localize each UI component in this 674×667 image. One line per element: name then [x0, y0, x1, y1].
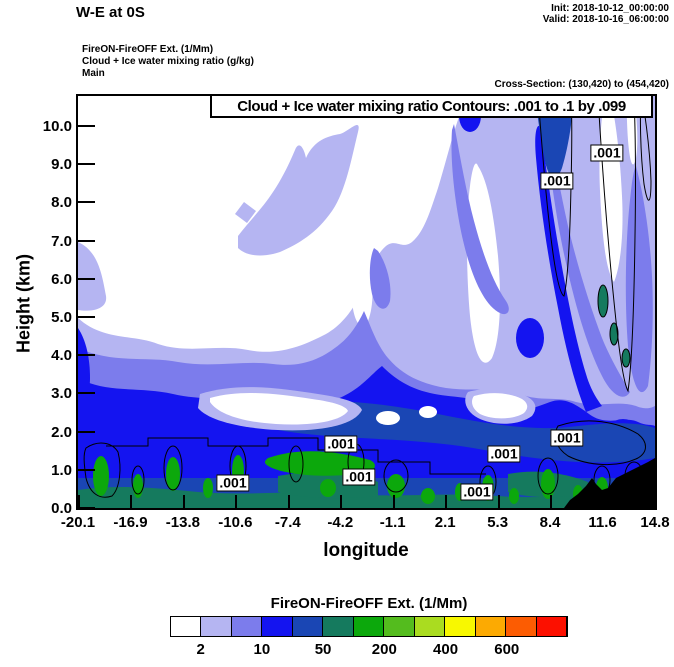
colorbar-label: 600	[494, 641, 520, 658]
y-tick	[78, 239, 95, 242]
low-band-holes	[198, 387, 536, 431]
x-tick	[653, 495, 655, 508]
y-tick-label: 6.0	[51, 270, 72, 288]
x-tick	[497, 495, 500, 508]
x-tick	[182, 495, 185, 508]
init-timestamp: Init: 2018-10-12_00:00:00	[551, 3, 669, 14]
y-tick-label: 3.0	[51, 385, 72, 403]
x-tick-label: -7.4	[274, 514, 301, 531]
contour-label: .001	[540, 172, 574, 190]
x-tick	[340, 495, 343, 508]
field-meta-block: FireON-FireOFF Ext. (1/Mm) Cloud + Ice w…	[82, 44, 254, 80]
page-title: W-E at 0S	[76, 4, 145, 21]
y-tick-label: 7.0	[51, 232, 72, 250]
field-meta-line-1: FireON-FireOFF Ext. (1/Mm)	[82, 44, 214, 55]
x-tick-label: -13.8	[165, 514, 201, 531]
colorbar-cell-1	[200, 617, 232, 636]
y-tick	[78, 163, 95, 166]
x-tick-label: 2.1	[434, 514, 456, 531]
x-axis-title: longitude	[323, 540, 409, 561]
valid-timestamp: Valid: 2018-10-16_06:00:00	[542, 14, 669, 25]
x-tick	[602, 495, 605, 508]
y-axis-title: Height (km)	[13, 254, 34, 353]
colorbar-label: 200	[371, 641, 397, 658]
x-tick-label: -16.9	[113, 514, 148, 531]
y-tick	[78, 201, 95, 204]
y-tick-label: 4.0	[51, 347, 72, 365]
x-tick-label: -1.1	[379, 514, 406, 531]
y-tick	[78, 316, 95, 318]
plot-title: Cloud + Ice water mixing ratio Contours:…	[210, 94, 653, 118]
colorbar-cell-4	[291, 617, 324, 636]
y-tick	[78, 507, 95, 509]
field-meta-line-2: Cloud + Ice water mixing ratio (g/kg)	[82, 56, 254, 67]
y-tick-label: 9.0	[51, 156, 72, 174]
contour-label: .001	[590, 144, 624, 162]
colorbar-cell-0	[170, 617, 202, 636]
contour-plot-area: Cloud + Ice water mixing ratio Contours:…	[76, 94, 657, 510]
colorbar-cell-3	[261, 617, 293, 636]
y-tick-label: 2.0	[51, 423, 72, 441]
colorbar-label: 2	[196, 641, 205, 658]
colorbar-label: 50	[314, 641, 332, 658]
colorbar	[170, 616, 568, 637]
contour-label: .001	[342, 468, 376, 486]
terrain-profile	[564, 458, 655, 508]
y-tick	[78, 277, 95, 280]
contour-label: .001	[460, 483, 494, 501]
y-tick	[78, 125, 95, 127]
colorbar-label: 10	[253, 641, 271, 658]
x-tick	[287, 495, 290, 508]
y-tick	[78, 354, 95, 357]
colorbar-cell-9	[444, 617, 476, 636]
colorbar-cell-10	[474, 617, 507, 636]
x-tick	[130, 495, 133, 508]
contour-label: .001	[324, 435, 358, 453]
y-tick	[78, 468, 95, 471]
y-tick-label: 10.0	[42, 118, 72, 135]
x-tick-label: 5.3	[487, 514, 509, 531]
contour-label: .001	[550, 429, 584, 447]
colorbar-cell-5	[322, 617, 354, 636]
x-tick	[550, 495, 553, 508]
contour-label: .001	[487, 445, 521, 463]
x-tick-label: 11.6	[588, 514, 617, 531]
colorbar-cell-11	[505, 617, 537, 636]
y-tick-label: 8.0	[51, 194, 72, 212]
x-tick-label: 14.8	[640, 514, 670, 531]
cross-section-coords: Cross-Section: (130,420) to (454,420)	[494, 79, 669, 90]
colorbar-cell-6	[352, 617, 385, 636]
contour-label: .001	[216, 474, 250, 492]
x-tick	[392, 495, 395, 508]
colorbar-label: 400	[433, 641, 459, 658]
x-tick-label: -10.6	[218, 514, 253, 531]
colorbar-cell-12	[535, 617, 568, 636]
x-tick-label: 8.4	[539, 514, 561, 531]
x-tick-label: -4.2	[327, 514, 354, 531]
y-tick-label: 0.0	[51, 500, 72, 517]
x-tick	[445, 495, 448, 508]
y-tick	[78, 430, 95, 433]
x-tick	[235, 495, 238, 508]
colorbar-title: FireON-FireOFF Ext. (1/Mm)	[270, 595, 468, 612]
x-tick	[78, 495, 80, 508]
y-tick-label: 5.0	[51, 309, 72, 326]
colorbar-cell-7	[383, 617, 415, 636]
y-tick	[78, 392, 95, 395]
x-tick-label: -20.1	[60, 514, 96, 531]
field-meta-line-3: Main	[82, 68, 105, 79]
colorbar-cell-2	[230, 617, 263, 636]
colorbar-cell-8	[413, 617, 446, 636]
y-tick-label: 1.0	[51, 461, 72, 479]
